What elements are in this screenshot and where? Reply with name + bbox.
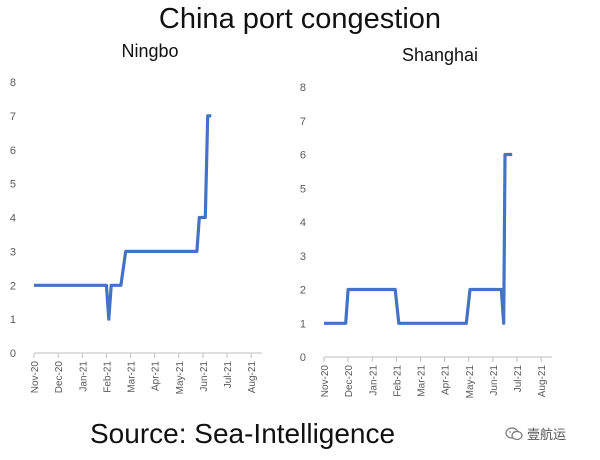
figure-title: China port congestion (158, 3, 442, 35)
watermark: 壹航运 (505, 424, 566, 443)
chart-1-x-tick-label: Nov-20 (30, 361, 41, 394)
chart-2-y-tick-label: 3 (300, 251, 306, 263)
chart-1-title: Ningbo (121, 41, 178, 61)
source-caption: Source: Sea-Intelligence (90, 418, 396, 449)
chart-1-x-tick-label: Aug-21 (247, 361, 258, 394)
chart-1-x-tick-label: Mar-21 (127, 361, 138, 393)
chart-1-y-tick-label: 3 (10, 246, 16, 258)
chart-1-series-line (34, 114, 212, 321)
chart-2-y-tick-label: 4 (300, 217, 306, 229)
watermark-text: 壹航运 (527, 427, 567, 442)
chart-2-x-tick-label: Dec-20 (344, 365, 355, 398)
chart-1-x-tick-label: Apr-21 (151, 361, 162, 391)
chart-1-x-tick-label: May-21 (175, 361, 186, 395)
chart-2-title: Shanghai (402, 45, 478, 65)
chart-2-y-tick-label: 7 (300, 116, 306, 128)
chart-1-x-tick-label: Jul-21 (223, 361, 234, 389)
chart-1-x-tick-label: Feb-21 (102, 361, 113, 393)
chart-1-x-tick-label: Dec-20 (54, 361, 65, 394)
chart-2-x-tick-label: Apr-21 (441, 365, 452, 395)
chart-2-x-tick-label: Aug-21 (537, 365, 548, 398)
chart-1-x-tick-label: Jun-21 (199, 361, 210, 392)
chart-2-y-tick-label: 0 (300, 352, 306, 364)
chart-1-y-tick-label: 6 (10, 145, 16, 157)
chart-1-y-tick-label: 1 (10, 314, 16, 326)
chart-2-x-tick-label: Nov-20 (320, 365, 331, 398)
chart-1-y-tick-label: 5 (10, 179, 16, 191)
chart-2-y-tick-label: 8 (300, 82, 306, 94)
chart-1-y-tick-label: 2 (10, 280, 16, 292)
chart-1-x-tick-label: Jan-21 (78, 361, 89, 392)
chart-2-x-tick-label: Jul-21 (513, 365, 524, 393)
chart-2-y-tick-label: 6 (300, 150, 306, 162)
wechat-icon (505, 426, 523, 440)
chart-2-x-tick-label: Jan-21 (368, 365, 379, 396)
chart-1-y-tick-label: 4 (10, 213, 16, 225)
chart-2-x-tick-label: May-21 (465, 365, 476, 399)
chart-1-y-tick-label: 8 (10, 77, 16, 89)
chart-2-y-tick-label: 1 (300, 318, 306, 330)
chart-2-y-tick-label: 2 (300, 285, 306, 297)
chart-1-y-tick-label: 0 (10, 348, 16, 360)
chart-2-x-tick-label: Mar-21 (417, 365, 428, 397)
chart-1-y-tick-label: 7 (10, 111, 16, 123)
chart-2-series-line (324, 152, 513, 325)
chart-2-x-tick-label: Jun-21 (489, 365, 500, 396)
chart-2-y-tick-label: 5 (300, 183, 306, 195)
chart-2-x-tick-label: Feb-21 (392, 365, 403, 397)
